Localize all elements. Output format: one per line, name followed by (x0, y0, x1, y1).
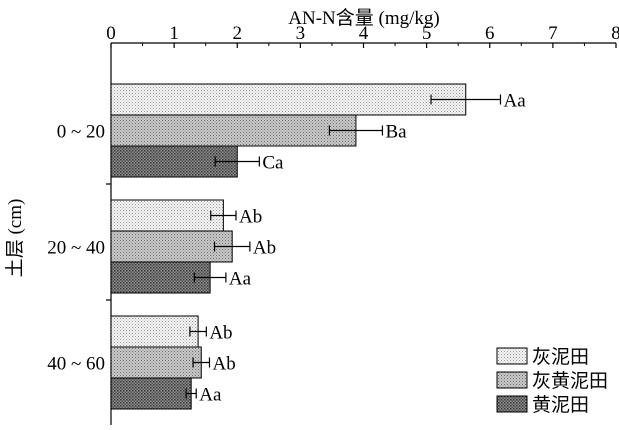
bar-灰黄泥田 (110, 346, 202, 379)
legend-swatch-灰黄泥田 (496, 371, 528, 389)
legend-swatch-黄泥田 (496, 395, 528, 413)
bar-灰泥田 (110, 199, 224, 232)
significance-label: Ca (262, 153, 284, 174)
significance-label: Ab (212, 354, 235, 375)
x-tick-label-4: 4 (359, 23, 369, 44)
legend-label: 灰黄泥田 (532, 370, 608, 392)
x-tick-label-1: 1 (169, 23, 179, 44)
legend-swatch-灰泥田 (496, 347, 528, 365)
x-tick-label-6: 6 (485, 23, 495, 44)
x-tick-label-7: 7 (548, 23, 558, 44)
x-axis-title: AN-N含量 (mg/kg) (288, 7, 439, 29)
x-tick-label-0: 0 (106, 23, 116, 44)
significance-label: Ba (385, 122, 407, 143)
x-tick-label-8: 8 (611, 23, 619, 44)
significance-label: Aa (229, 269, 252, 290)
significance-label: Ab (239, 207, 262, 228)
x-tick-label-5: 5 (422, 23, 432, 44)
significance-label: Ab (253, 238, 276, 259)
bar-灰泥田 (110, 315, 199, 348)
significance-label: Ab (209, 323, 232, 344)
y-category-label: 20 ~ 40 (47, 238, 105, 259)
bar-灰泥田 (110, 83, 467, 116)
y-category-label: 0 ~ 20 (57, 122, 105, 143)
significance-label: Aa (503, 91, 526, 112)
bar-灰黄泥田 (110, 114, 357, 147)
y-category-label: 40 ~ 60 (47, 354, 105, 375)
legend-label: 灰泥田 (532, 346, 589, 368)
bar-黄泥田 (110, 261, 211, 294)
x-tick-label-2: 2 (233, 23, 243, 44)
x-tick-label-3: 3 (296, 23, 306, 44)
y-axis-title: 土层 (cm) (4, 199, 26, 278)
bar-黄泥田 (110, 377, 192, 410)
legend-label: 黄泥田 (532, 394, 589, 416)
significance-label: Aa (199, 385, 222, 406)
